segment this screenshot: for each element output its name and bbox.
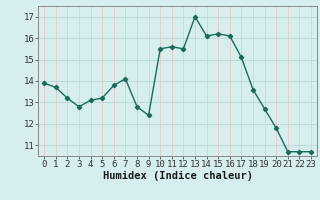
X-axis label: Humidex (Indice chaleur): Humidex (Indice chaleur) xyxy=(103,171,252,181)
